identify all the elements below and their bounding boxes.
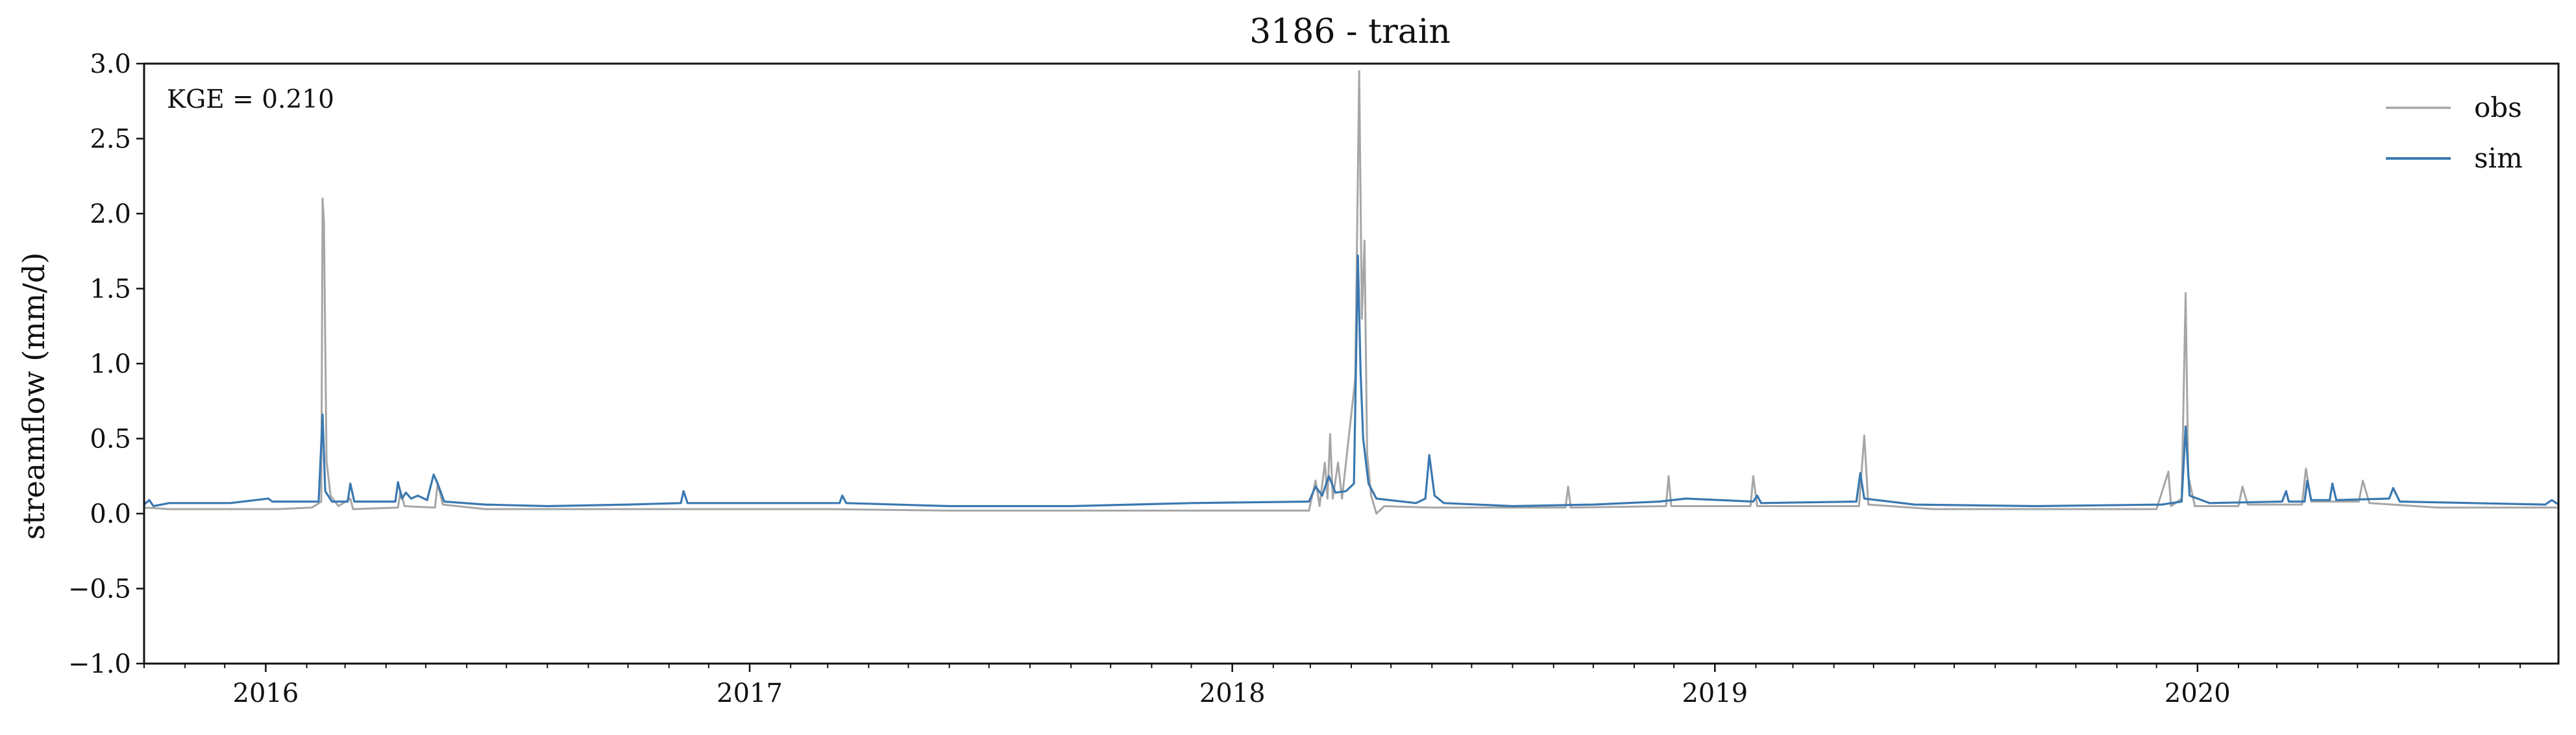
axes: 3.0 2.5 2.0 1.5 1.0 0.5 0.0 −0.5 −1.0 2016 2017 201…	[68, 49, 2521, 708]
y-tick-label: 0.5	[90, 425, 131, 455]
legend-label-sim: sim	[2474, 142, 2523, 174]
legend: obs sim	[2386, 92, 2523, 174]
chart-title: 3186 - train	[1249, 12, 1451, 51]
x-tick-label: 2020	[2165, 679, 2231, 708]
kge-annotation: KGE = 0.210	[167, 85, 334, 114]
plot-area	[143, 70, 2559, 515]
x-tick-label: 2017	[717, 679, 783, 708]
series-line-sim	[143, 255, 2559, 508]
x-tick-label: 2018	[1199, 679, 1266, 708]
y-axis-label: streamflow (mm/d)	[16, 253, 51, 540]
series-line-obs	[143, 70, 2558, 515]
y-tick-label: 2.5	[90, 125, 131, 155]
x-tick-label: 2016	[233, 679, 299, 708]
legend-label-obs: obs	[2474, 92, 2522, 123]
y-tick-label: −1.0	[68, 649, 131, 679]
y-tick-label: 1.0	[90, 349, 131, 379]
plot-frame	[143, 62, 2560, 665]
y-tick-label: −0.5	[68, 575, 131, 604]
y-tick-label: 0.0	[90, 499, 131, 529]
y-tick-label: 3.0	[90, 49, 131, 79]
x-tick-label: 2019	[1682, 679, 1748, 708]
y-tick-label: 2.0	[90, 199, 131, 229]
y-tick-label: 1.5	[90, 275, 131, 305]
